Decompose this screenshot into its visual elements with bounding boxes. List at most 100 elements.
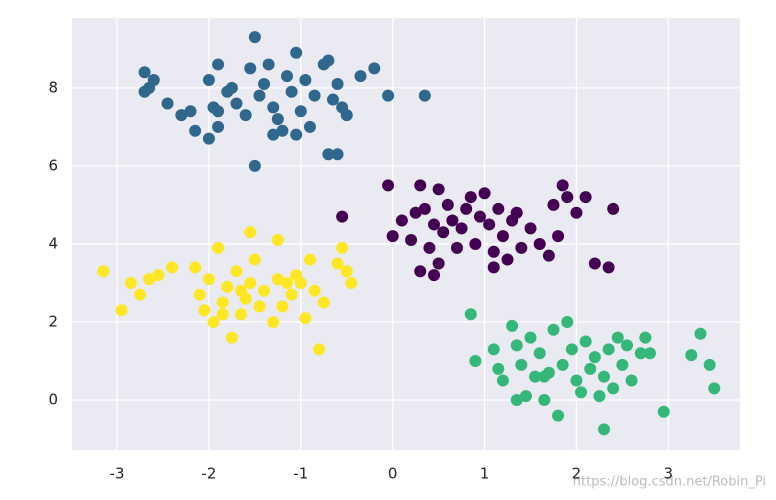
point <box>308 89 321 102</box>
point <box>515 358 528 371</box>
point <box>331 257 344 270</box>
point <box>450 241 463 254</box>
point <box>533 237 546 250</box>
point <box>464 191 477 204</box>
point <box>184 105 197 118</box>
point <box>588 351 601 364</box>
point <box>611 331 624 344</box>
point <box>336 210 349 223</box>
point <box>519 390 532 403</box>
point <box>143 273 156 286</box>
point <box>267 316 280 328</box>
point <box>510 206 523 219</box>
point <box>317 296 330 309</box>
x-tick-label: -2 <box>201 465 216 483</box>
point <box>510 339 523 352</box>
point <box>492 202 505 215</box>
point <box>437 226 450 239</box>
point <box>556 179 569 192</box>
point <box>97 265 110 278</box>
point <box>428 218 441 231</box>
y-tick-label: 2 <box>48 313 58 331</box>
point <box>460 202 473 215</box>
point <box>285 85 298 98</box>
point <box>212 58 225 71</box>
point <box>313 343 326 356</box>
point <box>244 226 257 239</box>
point <box>524 331 537 344</box>
point <box>322 54 335 67</box>
point <box>469 355 482 368</box>
point <box>299 312 312 325</box>
point <box>552 230 565 243</box>
point <box>570 206 583 219</box>
point <box>326 93 339 106</box>
point <box>290 46 303 59</box>
point <box>515 241 528 254</box>
point <box>258 77 271 90</box>
point <box>230 265 243 278</box>
point <box>607 202 620 215</box>
point <box>271 113 284 126</box>
point <box>657 405 670 418</box>
point <box>469 237 482 250</box>
point <box>639 331 652 344</box>
x-tick-label: 2 <box>572 465 582 483</box>
point <box>588 257 601 270</box>
point <box>345 276 358 289</box>
point <box>428 269 441 282</box>
point <box>221 280 234 293</box>
point <box>602 261 615 274</box>
point <box>276 124 289 137</box>
point <box>478 187 491 200</box>
point <box>294 276 307 289</box>
point <box>267 128 280 141</box>
point <box>124 276 137 289</box>
point <box>565 343 578 356</box>
point <box>423 241 436 254</box>
point <box>244 62 257 75</box>
point <box>694 327 707 340</box>
point <box>561 316 574 328</box>
point <box>643 347 656 360</box>
point <box>579 335 592 348</box>
point <box>189 261 202 274</box>
point <box>198 304 211 317</box>
point <box>248 159 261 172</box>
point <box>161 97 174 110</box>
point <box>547 323 560 336</box>
plot-background <box>72 18 740 450</box>
point <box>552 409 565 422</box>
y-tick-label: 4 <box>48 234 58 252</box>
point <box>634 347 647 360</box>
point <box>239 109 252 122</box>
point <box>418 202 431 215</box>
point <box>258 284 271 297</box>
point <box>152 269 165 282</box>
point <box>496 230 509 243</box>
point <box>216 308 229 321</box>
point <box>487 261 500 274</box>
point <box>133 288 146 301</box>
point <box>244 276 257 289</box>
point <box>547 198 560 211</box>
point <box>262 58 275 71</box>
point <box>510 394 523 407</box>
point <box>625 374 638 387</box>
point <box>354 70 367 83</box>
point <box>202 273 215 286</box>
point <box>556 358 569 371</box>
point <box>533 347 546 360</box>
point <box>331 148 344 161</box>
point <box>322 148 335 161</box>
point <box>294 105 307 118</box>
point <box>598 423 611 436</box>
point <box>281 70 294 83</box>
point <box>303 120 316 133</box>
point <box>175 109 188 122</box>
x-tick-label: 3 <box>664 465 674 483</box>
point <box>267 101 280 114</box>
point <box>382 89 395 102</box>
point <box>248 31 261 44</box>
